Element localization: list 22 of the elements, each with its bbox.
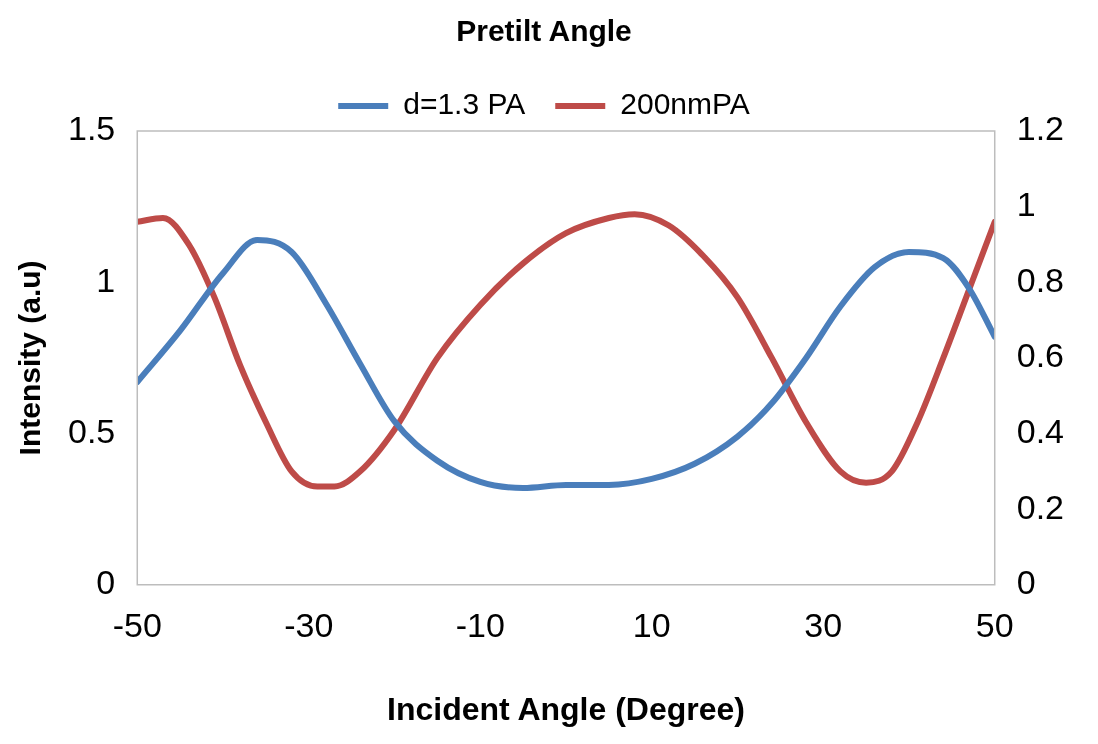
- x-axis-title: Incident Angle (Degree): [387, 690, 745, 727]
- y-tick-label: 0: [96, 563, 116, 602]
- x-tick-label: -50: [112, 605, 162, 644]
- y2-tick-label: 0.4: [1016, 411, 1064, 450]
- legend-label: d=1.3 PA: [403, 87, 526, 121]
- y-tick-label: 1: [96, 260, 116, 299]
- y2-tick-label: 0.6: [1016, 336, 1064, 375]
- y2-tick-label: 1: [1016, 185, 1036, 224]
- y2-tick-label: 0.2: [1016, 487, 1064, 526]
- y-tick-label: 1.5: [68, 109, 116, 148]
- y2-tick-label: 0.8: [1016, 260, 1064, 299]
- y2-tick-label: 0: [1016, 563, 1036, 602]
- x-tick-label: 30: [804, 605, 843, 644]
- x-tick-label: 10: [632, 605, 671, 644]
- legend-label: 200nmPA: [620, 87, 750, 121]
- chart-title: Pretilt Angle: [456, 14, 632, 48]
- x-tick-label: -10: [455, 605, 505, 644]
- x-tick-label: -30: [284, 605, 334, 644]
- y2-tick-label: 1.2: [1016, 109, 1064, 148]
- y-tick-label: 0.5: [68, 411, 116, 450]
- y-axis-title: Intensity (a.u): [13, 260, 47, 456]
- x-tick-label: 50: [975, 605, 1014, 644]
